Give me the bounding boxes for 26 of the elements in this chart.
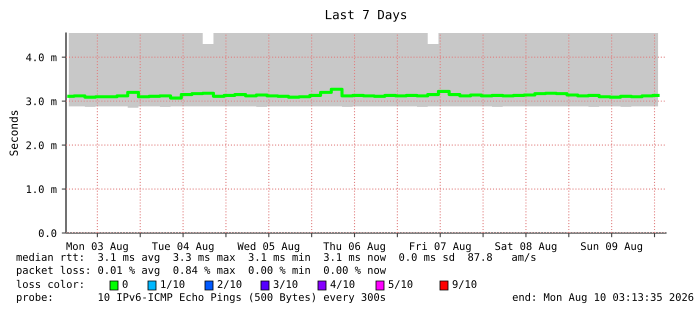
x-tick-label: Wed 05 Aug [237,242,300,252]
x-tick-label: Mon 03 Aug [66,242,128,252]
text: loss color: [16,280,82,288]
text: 1/10 [161,280,184,289]
x-tick-label: Sat 08 Aug [495,242,556,252]
text: packet loss: 0.01 % avg 0.84 % max 0.00 % min 0.00 % now [16,266,386,276]
x-tick-label: Thu 06 Aug [323,242,385,252]
text: probe: 10 IPv6-ICMP Echo Pings (500 Bytes) every 300s [16,292,385,304]
text: median rtt: 3.1 ms avg 3.3 ms max 3.1 ms min 3.1 ms now 0.0 ms sd 87.8 am/s [16,252,536,264]
y-axis-title: Seconds [9,110,18,156]
y-tick-label: 1.0 m [26,185,56,194]
text: 0 [122,280,128,288]
x-tick-label: Sun 09 Aug [581,242,642,252]
text: 2/10 [218,280,242,289]
text: 5/10 [388,280,412,289]
text: 3/10 [274,280,298,289]
y-tick-label: 3.0 m [26,97,56,106]
chart-title: Last 7 Days [326,10,406,22]
text: 9/10 [452,280,476,289]
text: 4/10 [330,280,354,289]
y-tick-label: 4.0 m [26,53,56,62]
x-tick-label: Fri 07 Aug [410,242,471,252]
x-tick-label: Tue 04 Aug [152,242,214,252]
y-tick-label: 2.0 m [26,141,56,150]
y-tick-label: 0.0 [38,229,56,238]
text: end: Mon Aug 10 03:13:35 2026 [512,292,694,304]
